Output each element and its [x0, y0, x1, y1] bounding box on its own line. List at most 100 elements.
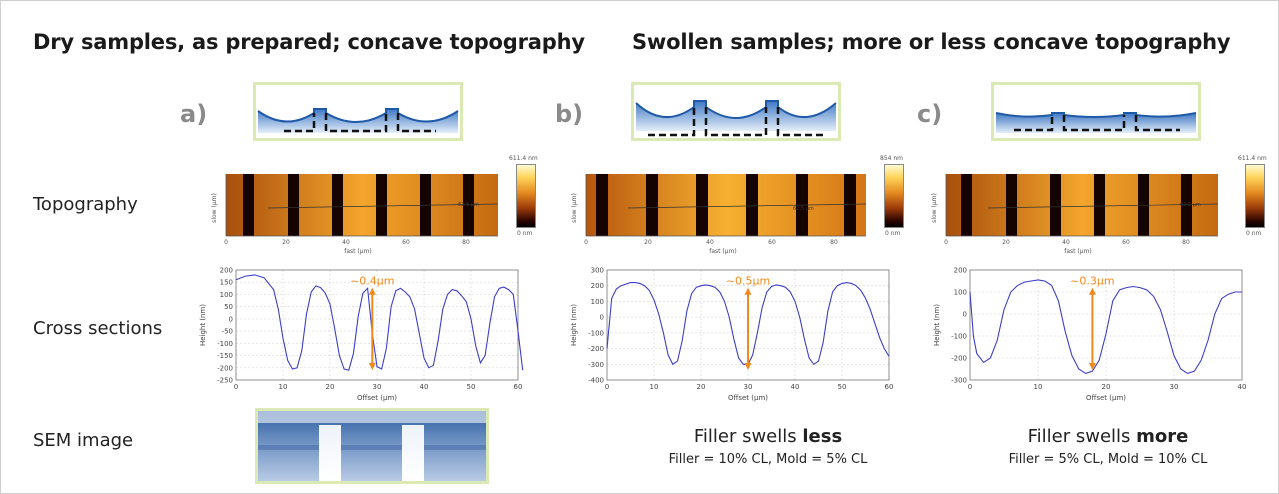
topo-c-xtick: 40 — [1062, 239, 1070, 246]
x-tick-label: 0 — [605, 383, 609, 391]
depth-arrow-head — [1088, 363, 1096, 370]
topo-c-xtick: 60 — [1122, 239, 1130, 246]
topo-a-xlabel: fast (µm) — [344, 248, 372, 255]
x-tick-label: 50 — [838, 383, 847, 391]
schematic-b — [631, 82, 841, 141]
topography-a: 0 20 40 60 80 fast (µm) slow (µm) 62.5 µ… — [208, 168, 513, 264]
y-tick-label: -50 — [222, 328, 233, 336]
schematic-a — [253, 82, 463, 141]
sem-image — [255, 408, 489, 484]
height-profile-line — [235, 274, 524, 371]
plot-frame — [969, 269, 1243, 381]
depth-arrow-head — [368, 363, 376, 370]
topo-a-profile-label: 62.5 µm — [458, 202, 479, 208]
topo-a-xtick: 20 — [282, 239, 290, 246]
caption-c-prefix: Filler swells — [1027, 426, 1137, 447]
x-tick-label: 30 — [1170, 383, 1179, 391]
colorbar-c — [1245, 164, 1265, 228]
caption-b-sub: Filler = 10% CL, Mold = 5% CL — [668, 452, 868, 467]
y-tick-label: -300 — [588, 361, 604, 369]
row-label-topography: Topography — [33, 194, 138, 215]
x-tick-label: 40 — [1238, 383, 1247, 391]
y-tick-label: 100 — [220, 291, 233, 299]
x-tick-label: 0 — [968, 383, 972, 391]
panel-letter-c: c) — [917, 100, 943, 128]
y-axis-label: Height (nm) — [570, 304, 578, 346]
topo-b-xtick: 20 — [644, 239, 652, 246]
depth-arrow-head — [1088, 287, 1096, 295]
depth-annotation: ~0.5µm — [726, 275, 770, 288]
caption-b-prefix: Filler swells — [693, 426, 803, 447]
y-tick-label: -200 — [588, 345, 604, 353]
y-tick-label: 0 — [600, 314, 604, 322]
caption-b-bold: less — [802, 426, 843, 447]
topo-b-profile-label: 62.5 µm — [793, 206, 814, 212]
y-tick-label: 300 — [591, 267, 604, 275]
sem-image-picture — [258, 411, 486, 481]
y-tick-label: -250 — [217, 377, 233, 385]
topo-b-xtick: 60 — [768, 239, 776, 246]
topography-b: 0 20 40 60 80 fast (µm) slow (µm) 62.5 µ… — [568, 168, 873, 264]
depth-arrow-head — [368, 287, 376, 295]
x-tick-label: 50 — [467, 383, 476, 391]
y-tick-label: 0 — [229, 315, 233, 323]
y-tick-label: 200 — [220, 267, 233, 275]
y-tick-label: 150 — [220, 279, 233, 287]
topo-c-xtick: 0 — [944, 239, 948, 246]
header-dry: Dry samples, as prepared; concave topogr… — [33, 30, 585, 54]
x-tick-label: 30 — [373, 383, 382, 391]
topo-b-ylabel: slow (µm) — [571, 193, 578, 223]
topo-c-profile-label: 62.5 µm — [1180, 202, 1201, 208]
depth-arrow-head — [744, 363, 752, 370]
y-tick-label: -200 — [951, 355, 967, 363]
topo-a-xtick: 80 — [462, 239, 470, 246]
x-axis-label: Offset (µm) — [728, 394, 768, 402]
topo-b-xlabel: fast (µm) — [709, 248, 737, 255]
topo-b-xtick: 0 — [584, 239, 588, 246]
schematic-b-drawing — [635, 100, 837, 137]
x-tick-label: 40 — [420, 383, 429, 391]
colorbar-a-max: 611.4 nm — [509, 155, 538, 162]
y-axis-label: Height (nm) — [199, 304, 207, 346]
caption-c-sub: Filler = 5% CL, Mold = 10% CL — [1008, 452, 1208, 467]
y-tick-label: 0 — [963, 311, 967, 319]
x-tick-label: 60 — [885, 383, 894, 391]
topo-c-xtick: 80 — [1182, 239, 1190, 246]
x-axis-label: Offset (µm) — [1086, 394, 1126, 402]
panel-letter-b: b) — [555, 100, 584, 128]
y-tick-label: 100 — [591, 298, 604, 306]
y-tick-label: -100 — [588, 329, 604, 337]
caption-c-main: Filler swells more — [1003, 426, 1213, 447]
y-tick-label: 200 — [954, 267, 967, 275]
panel-letter-a: a) — [180, 100, 208, 128]
x-tick-label: 20 — [326, 383, 335, 391]
colorbar-b-min: 0 nm — [885, 230, 901, 237]
y-tick-label: -150 — [217, 352, 233, 360]
topo-a-xtick: 40 — [342, 239, 350, 246]
topo-a-xtick: 60 — [402, 239, 410, 246]
caption-b-main: Filler swells less — [663, 426, 873, 447]
topo-c-xtick: 20 — [1002, 239, 1010, 246]
topography-a-image: 0 20 40 60 80 fast (µm) slow (µm) 62.5 µ… — [211, 174, 499, 255]
x-tick-label: 20 — [697, 383, 706, 391]
plot-frame — [235, 269, 519, 381]
colorbar-b — [884, 164, 904, 228]
depth-annotation: ~0.4µm — [350, 275, 394, 288]
y-tick-label: -300 — [951, 377, 967, 385]
x-tick-label: 30 — [744, 383, 753, 391]
depth-arrow-head — [744, 287, 752, 295]
colorbar-c-max: 611.4 nm — [1238, 155, 1267, 162]
header-swollen: Swollen samples; more or less concave to… — [632, 30, 1231, 54]
height-profile-line — [969, 279, 1242, 375]
topo-a-ylabel: slow (µm) — [211, 193, 218, 223]
schematic-c-drawing — [995, 112, 1197, 133]
topo-c-ylabel: slow (µm) — [931, 193, 938, 223]
plot-frame — [606, 269, 890, 381]
depth-annotation: ~0.3µm — [1070, 275, 1114, 288]
caption-c-bold: more — [1136, 426, 1189, 447]
y-axis-label: Height (nm) — [933, 304, 941, 346]
x-tick-label: 60 — [514, 383, 523, 391]
